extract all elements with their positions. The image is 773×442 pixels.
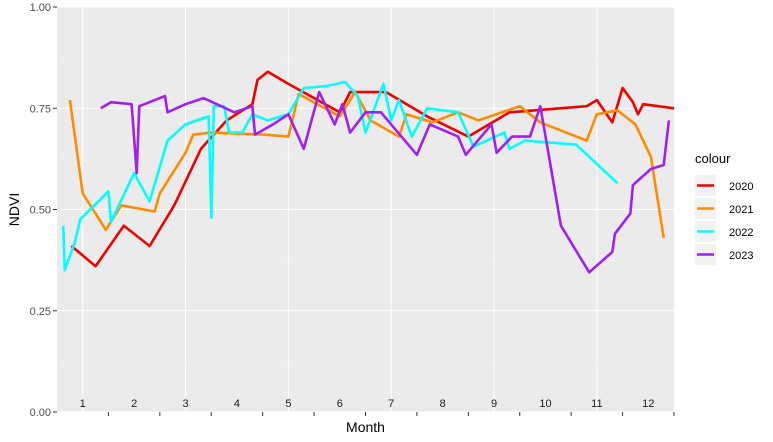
legend-label-2021: 2021 [729,204,753,216]
series-line-2022 [61,80,619,272]
y-axis-title: NDVI [6,193,22,226]
series-lines [61,70,675,274]
legend: colour 2020 2021 2022 2023 [695,151,753,265]
month-label: 11 [591,398,602,410]
series-line-2023 [100,90,671,274]
series-line-2021 [68,90,665,239]
x-axis-title: Month [346,419,385,435]
month-label: 7 [388,398,394,410]
month-label: 5 [285,398,291,410]
legend-label-2020: 2020 [729,181,753,193]
legend-label-2023: 2023 [729,250,753,262]
y-tick-label: 1.00 [30,2,51,14]
series-line-2020 [70,70,675,268]
month-label: 6 [337,398,343,410]
month-label: 2 [131,398,137,410]
month-label: 1 [80,398,86,410]
y-tick-label: 0.75 [30,103,51,115]
month-label: 3 [182,398,188,410]
axes: 0.000.250.500.751.001 2 3 4 5 6 7 8 9 10 11 12 [30,2,675,419]
month-label: 8 [440,398,446,410]
y-tick-label: 0.00 [30,407,51,419]
legend-label-2022: 2022 [729,227,753,239]
grid-lines [57,6,674,413]
month-label: 4 [234,398,240,410]
month-label: 9 [491,398,497,410]
y-tick-label: 0.25 [30,306,51,318]
y-tick-label: 0.50 [30,205,51,217]
month-label: 10 [539,398,551,410]
legend-title: colour [695,151,731,166]
month-label: 12 [642,398,654,410]
